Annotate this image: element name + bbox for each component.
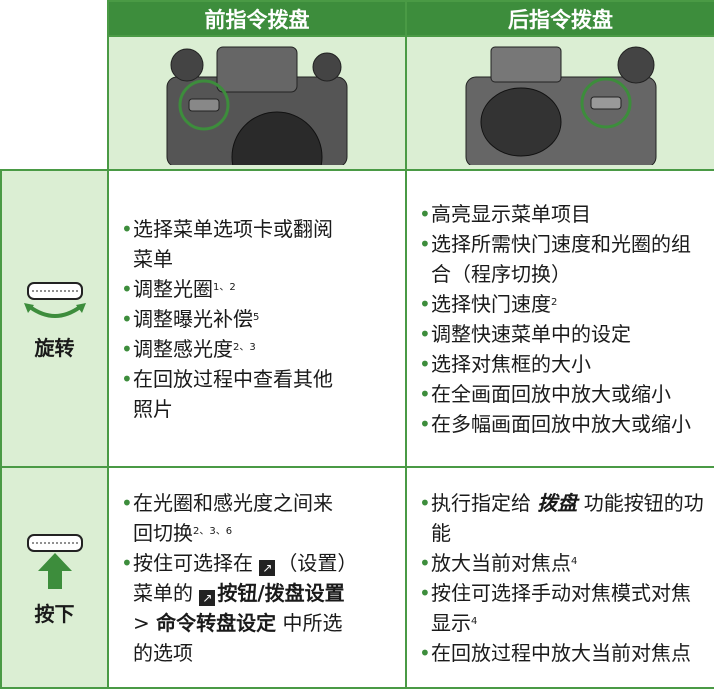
list-item: 按住可选择手动对焦模式对焦显示4 — [419, 578, 708, 638]
row-label-cell: 旋转 — [0, 169, 109, 468]
text: 在回放过程中放大当前对焦点 — [431, 640, 691, 665]
text: 按住可选择手动对焦模式对焦显示 — [431, 580, 691, 635]
text: （设置）菜单的 — [133, 550, 348, 605]
footnote-ref: 2、3 — [233, 341, 256, 353]
list-item: 选择所需快门速度和光圈的组合（程序切换） — [419, 229, 708, 289]
list-item: 在回放过程中查看其他照片 — [121, 364, 348, 424]
rear-cell: 高亮显示菜单项目选择所需快门速度和光圈的组合（程序切换）选择快门速度2调整快速菜… — [405, 169, 714, 468]
front-header: 前指令拨盘 — [107, 0, 407, 37]
front-cell: 选择菜单选项卡或翻阅菜单调整光圈1、2调整曝光补偿5调整感光度2、3在回放过程中… — [107, 169, 407, 468]
rear-header: 后指令拨盘 — [405, 0, 714, 37]
list-item: 调整感光度2、3 — [121, 334, 348, 364]
text: 按钮/拨盘设置 — [217, 580, 345, 605]
setup-icon: ↗ — [259, 559, 276, 576]
rear-image — [405, 35, 714, 171]
text: 功能按钮的功能 — [431, 490, 704, 545]
row-label: 按下 — [34, 601, 75, 626]
footnote-ref: 1、2 — [213, 281, 236, 293]
list-item: 选择对焦框的大小 — [419, 349, 708, 379]
rotate-icon — [23, 281, 86, 318]
rear-list: 执行指定给 拨盘 功能按钮的功能放大当前对焦点4按住可选择手动对焦模式对焦显示4… — [407, 488, 714, 668]
text: 选择菜单选项卡或翻阅菜单 — [133, 216, 333, 271]
text: 在全画面回放中放大或缩小 — [431, 381, 671, 406]
text: 命令转盘设定 — [156, 610, 277, 635]
text: 拨盘 — [537, 490, 578, 515]
text: 调整光圈 — [133, 276, 213, 301]
rear-list: 高亮显示菜单项目选择所需快门速度和光圈的组合（程序切换）选择快门速度2调整快速菜… — [407, 199, 714, 439]
text: 高亮显示菜单项目 — [431, 201, 591, 226]
text: 调整快速菜单中的设定 — [431, 321, 631, 346]
footnote-ref: 2 — [551, 296, 558, 308]
front-list: 选择菜单选项卡或翻阅菜单调整光圈1、2调整曝光补偿5调整感光度2、3在回放过程中… — [109, 214, 354, 424]
list-item: 高亮显示菜单项目 — [419, 199, 708, 229]
rear-camera — [465, 46, 656, 168]
text: 在回放过程中查看其他照片 — [133, 366, 333, 421]
list-item: 放大当前对焦点4 — [419, 548, 708, 578]
footnote-ref: 5 — [253, 311, 260, 323]
text: 执行指定给 — [431, 490, 538, 515]
text: 中所选的选项 — [133, 610, 343, 665]
list-item: 选择快门速度2 — [419, 289, 708, 319]
list-item: 选择菜单选项卡或翻阅菜单 — [121, 214, 348, 274]
front-list: 在光圈和感光度之间来回切换2、3、6按住可选择在 ↗（设置）菜单的 ↗按钮/拨盘… — [109, 488, 354, 668]
text: 调整曝光补偿 — [133, 306, 253, 331]
list-item: 按住可选择在 ↗（设置）菜单的 ↗按钮/拨盘设置 > 命令转盘设定 中所选的选项 — [121, 548, 348, 668]
text: 在光圈和感光度之间来回切换 — [133, 490, 333, 545]
row-label: 旋转 — [34, 335, 75, 360]
row-label-cell: 按下 — [0, 466, 109, 689]
text: 在多幅画面回放中放大或缩小 — [431, 411, 691, 436]
text: 选择所需快门速度和光圈的组合（程序切换） — [431, 231, 691, 286]
corner — [1, 1, 108, 36]
front-cell: 在光圈和感光度之间来回切换2、3、6按住可选择在 ↗（设置）菜单的 ↗按钮/拨盘… — [107, 466, 407, 689]
front-camera — [166, 46, 348, 203]
text: 放大当前对焦点 — [431, 550, 571, 575]
footnote-ref: 4 — [471, 615, 478, 627]
press-icon — [26, 533, 83, 589]
text: > — [133, 610, 157, 635]
text: 调整感光度 — [133, 336, 233, 361]
text: 选择对焦框的大小 — [431, 351, 591, 376]
list-item: 调整光圈1、2 — [121, 274, 348, 304]
list-item: 调整曝光补偿5 — [121, 304, 348, 334]
front-image — [107, 35, 407, 203]
list-item: 在回放过程中放大当前对焦点 — [419, 638, 708, 668]
text: 按住可选择在 — [133, 550, 260, 575]
text: 选择快门速度 — [431, 291, 551, 316]
rear-cell: 执行指定给 拨盘 功能按钮的功能放大当前对焦点4按住可选择手动对焦模式对焦显示4… — [405, 466, 714, 689]
list-item: 在多幅画面回放中放大或缩小 — [419, 409, 708, 439]
list-item: 在光圈和感光度之间来回切换2、3、6 — [121, 488, 348, 548]
list-item: 在全画面回放中放大或缩小 — [419, 379, 708, 409]
list-item: 执行指定给 拨盘 功能按钮的功能 — [419, 488, 708, 548]
footnote-ref: 4 — [571, 555, 578, 567]
footnote-ref: 2、3、6 — [193, 525, 233, 537]
list-item: 调整快速菜单中的设定 — [419, 319, 708, 349]
setup-icon: ↗ — [199, 589, 216, 606]
